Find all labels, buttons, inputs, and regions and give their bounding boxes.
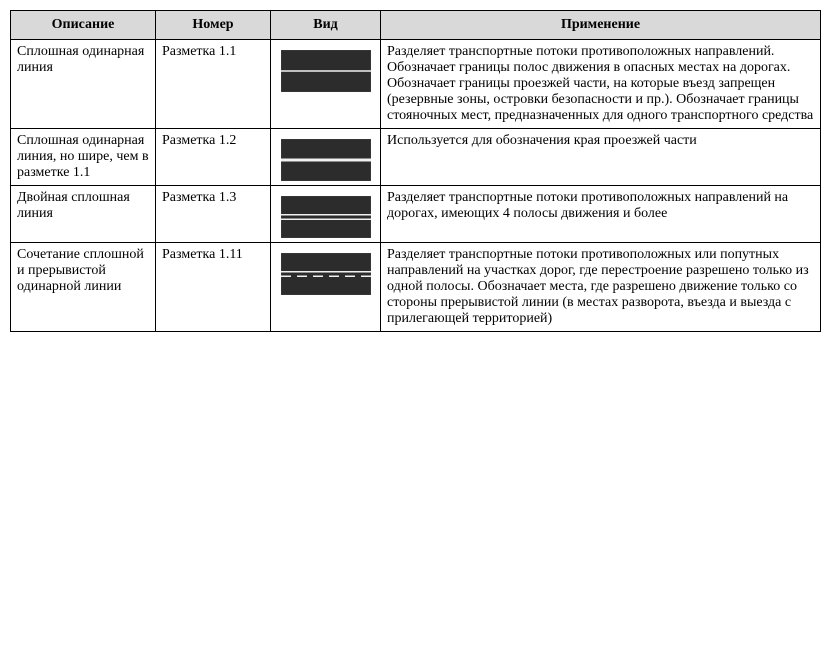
table-row: Сочетание сплошной и прерывистой одинарн… <box>11 243 821 332</box>
road-marking-icon <box>277 196 374 238</box>
road-marking-icon <box>277 50 374 92</box>
road-marking-icon <box>277 139 374 181</box>
col-application: Применение <box>381 11 821 40</box>
cell-application: Используется для обозначения края проезж… <box>381 129 821 186</box>
cell-view <box>271 243 381 332</box>
cell-view <box>271 186 381 243</box>
table-row: Сплошная одинарная линияРазметка 1.1 Разд… <box>11 40 821 129</box>
cell-application: Разделяет транспортные потоки противопол… <box>381 243 821 332</box>
cell-view <box>271 129 381 186</box>
cell-number: Разметка 1.11 <box>156 243 271 332</box>
cell-description: Сочетание сплошной и прерывистой одинарн… <box>11 243 156 332</box>
col-description: Описание <box>11 11 156 40</box>
cell-number: Разметка 1.1 <box>156 40 271 129</box>
cell-number: Разметка 1.3 <box>156 186 271 243</box>
header-row: Описание Номер Вид Применение <box>11 11 821 40</box>
cell-description: Сплошная одинарная линия, но шире, чем в… <box>11 129 156 186</box>
table-row: Сплошная одинарная линия, но шире, чем в… <box>11 129 821 186</box>
cell-view <box>271 40 381 129</box>
col-view: Вид <box>271 11 381 40</box>
col-number: Номер <box>156 11 271 40</box>
road-markings-table: Описание Номер Вид Применение Сплошная о… <box>10 10 821 332</box>
road-marking-icon <box>277 253 374 295</box>
table-row: Двойная сплошная линияРазметка 1.3 Раздел… <box>11 186 821 243</box>
cell-number: Разметка 1.2 <box>156 129 271 186</box>
cell-description: Сплошная одинарная линия <box>11 40 156 129</box>
cell-application: Разделяет транспортные потоки противопол… <box>381 40 821 129</box>
cell-application: Разделяет транспортные потоки противопол… <box>381 186 821 243</box>
cell-description: Двойная сплошная линия <box>11 186 156 243</box>
